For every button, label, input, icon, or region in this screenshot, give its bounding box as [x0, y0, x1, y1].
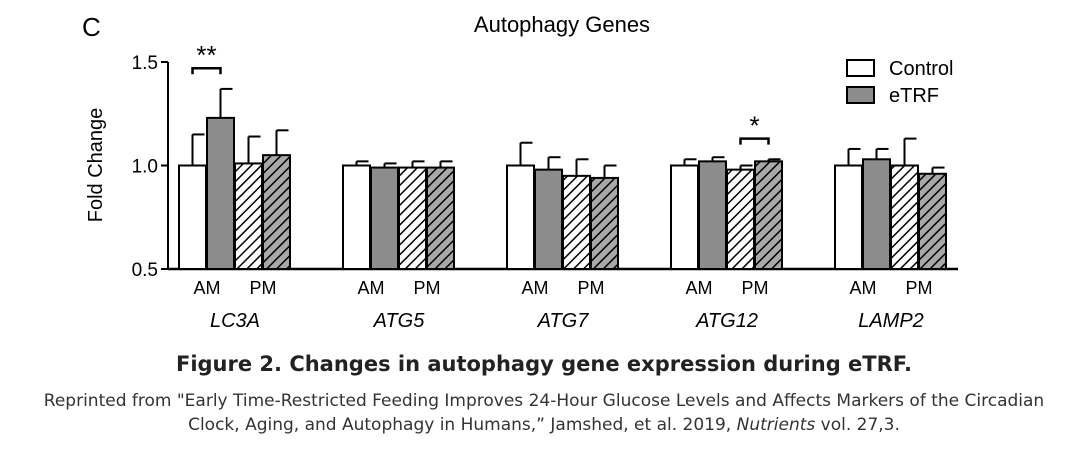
significance-bracket: [739, 137, 770, 145]
x-sub-label-pm: PM: [742, 278, 769, 298]
x-sub-label-am: AM: [358, 278, 385, 298]
chart-title: Autophagy Genes: [474, 12, 650, 37]
caption-journal: Nutrients: [736, 415, 816, 435]
y-tick-label: 0.5: [132, 260, 158, 281]
panel-label: C: [82, 12, 101, 42]
significance-marker: **: [196, 40, 216, 70]
bar-etrf-pm: [754, 160, 783, 270]
bar-control-pm: [890, 164, 919, 270]
bar-control-pm: [234, 162, 263, 270]
caption-line-1: Reprinted from "Early Time-Restricted Fe…: [43, 391, 1045, 411]
caption-line-2: Clock, Aging, and Autophagy in Humans,” …: [0, 413, 1088, 437]
bar-etrf-pm: [590, 176, 619, 270]
bar-control-am: [506, 164, 535, 270]
x-sub-label-am: AM: [522, 278, 549, 298]
bar-control-pm: [562, 174, 591, 271]
plot-area: 0.5 1.0 1.5 AM PM LC3A AM PM ATG5 AM PM ATG7 AM PM ATG…: [132, 40, 958, 332]
bar-control-pm: [726, 168, 755, 270]
bar-control-am: [342, 164, 371, 270]
legend-swatch-etrf: [846, 86, 875, 104]
bar-etrf-pm: [426, 166, 455, 271]
x-sub-label-pm: PM: [906, 278, 933, 298]
legend: Control eTRF: [846, 58, 953, 107]
x-group-label: ATG12: [695, 310, 758, 332]
significance-bracket: [191, 66, 222, 75]
bar-control-am: [670, 164, 699, 270]
caption-line-2-text: Clock, Aging, and Autophagy in Humans,” …: [188, 415, 737, 435]
x-group-label: ATG7: [537, 310, 590, 332]
legend-label-etrf: eTRF: [889, 85, 939, 107]
legend-swatch-control: [846, 59, 875, 77]
bar-etrf-am: [534, 168, 563, 270]
figure-panel-c: C Autophagy Genes Fold Change 0.5 1.0 1.5 A…: [82, 12, 958, 332]
bar-etrf-am: [370, 166, 399, 271]
x-group-label: LAMP2: [858, 310, 924, 332]
legend-label-control: Control: [889, 58, 953, 80]
x-group-label: ATG5: [373, 310, 426, 332]
bar-control-pm: [398, 166, 427, 271]
y-tick-label: 1.0: [132, 157, 158, 178]
bar-control-am: [178, 164, 207, 270]
bar-etrf-am: [862, 158, 891, 270]
y-tick-label: 1.5: [132, 53, 158, 74]
x-sub-label-am: AM: [194, 278, 221, 298]
bar-control-am: [834, 164, 863, 270]
x-sub-label-am: AM: [686, 278, 713, 298]
bar-etrf-pm: [262, 154, 291, 270]
figure-caption: Reprinted from "Early Time-Restricted Fe…: [0, 389, 1088, 437]
bar-etrf-pm: [918, 172, 947, 270]
figure-title: Figure 2. Changes in autophagy gene expr…: [175, 352, 913, 376]
x-sub-label-pm: PM: [414, 278, 441, 298]
x-sub-label-am: AM: [850, 278, 877, 298]
x-sub-label-pm: PM: [250, 278, 277, 298]
bar-etrf-am: [206, 116, 235, 270]
significance-marker: *: [749, 111, 759, 141]
x-group-label: LC3A: [210, 310, 260, 332]
caption-line-2-end: vol. 27,3.: [815, 415, 900, 435]
y-axis-label: Fold Change: [85, 108, 107, 223]
x-sub-label-pm: PM: [578, 278, 605, 298]
bar-etrf-am: [698, 160, 727, 270]
